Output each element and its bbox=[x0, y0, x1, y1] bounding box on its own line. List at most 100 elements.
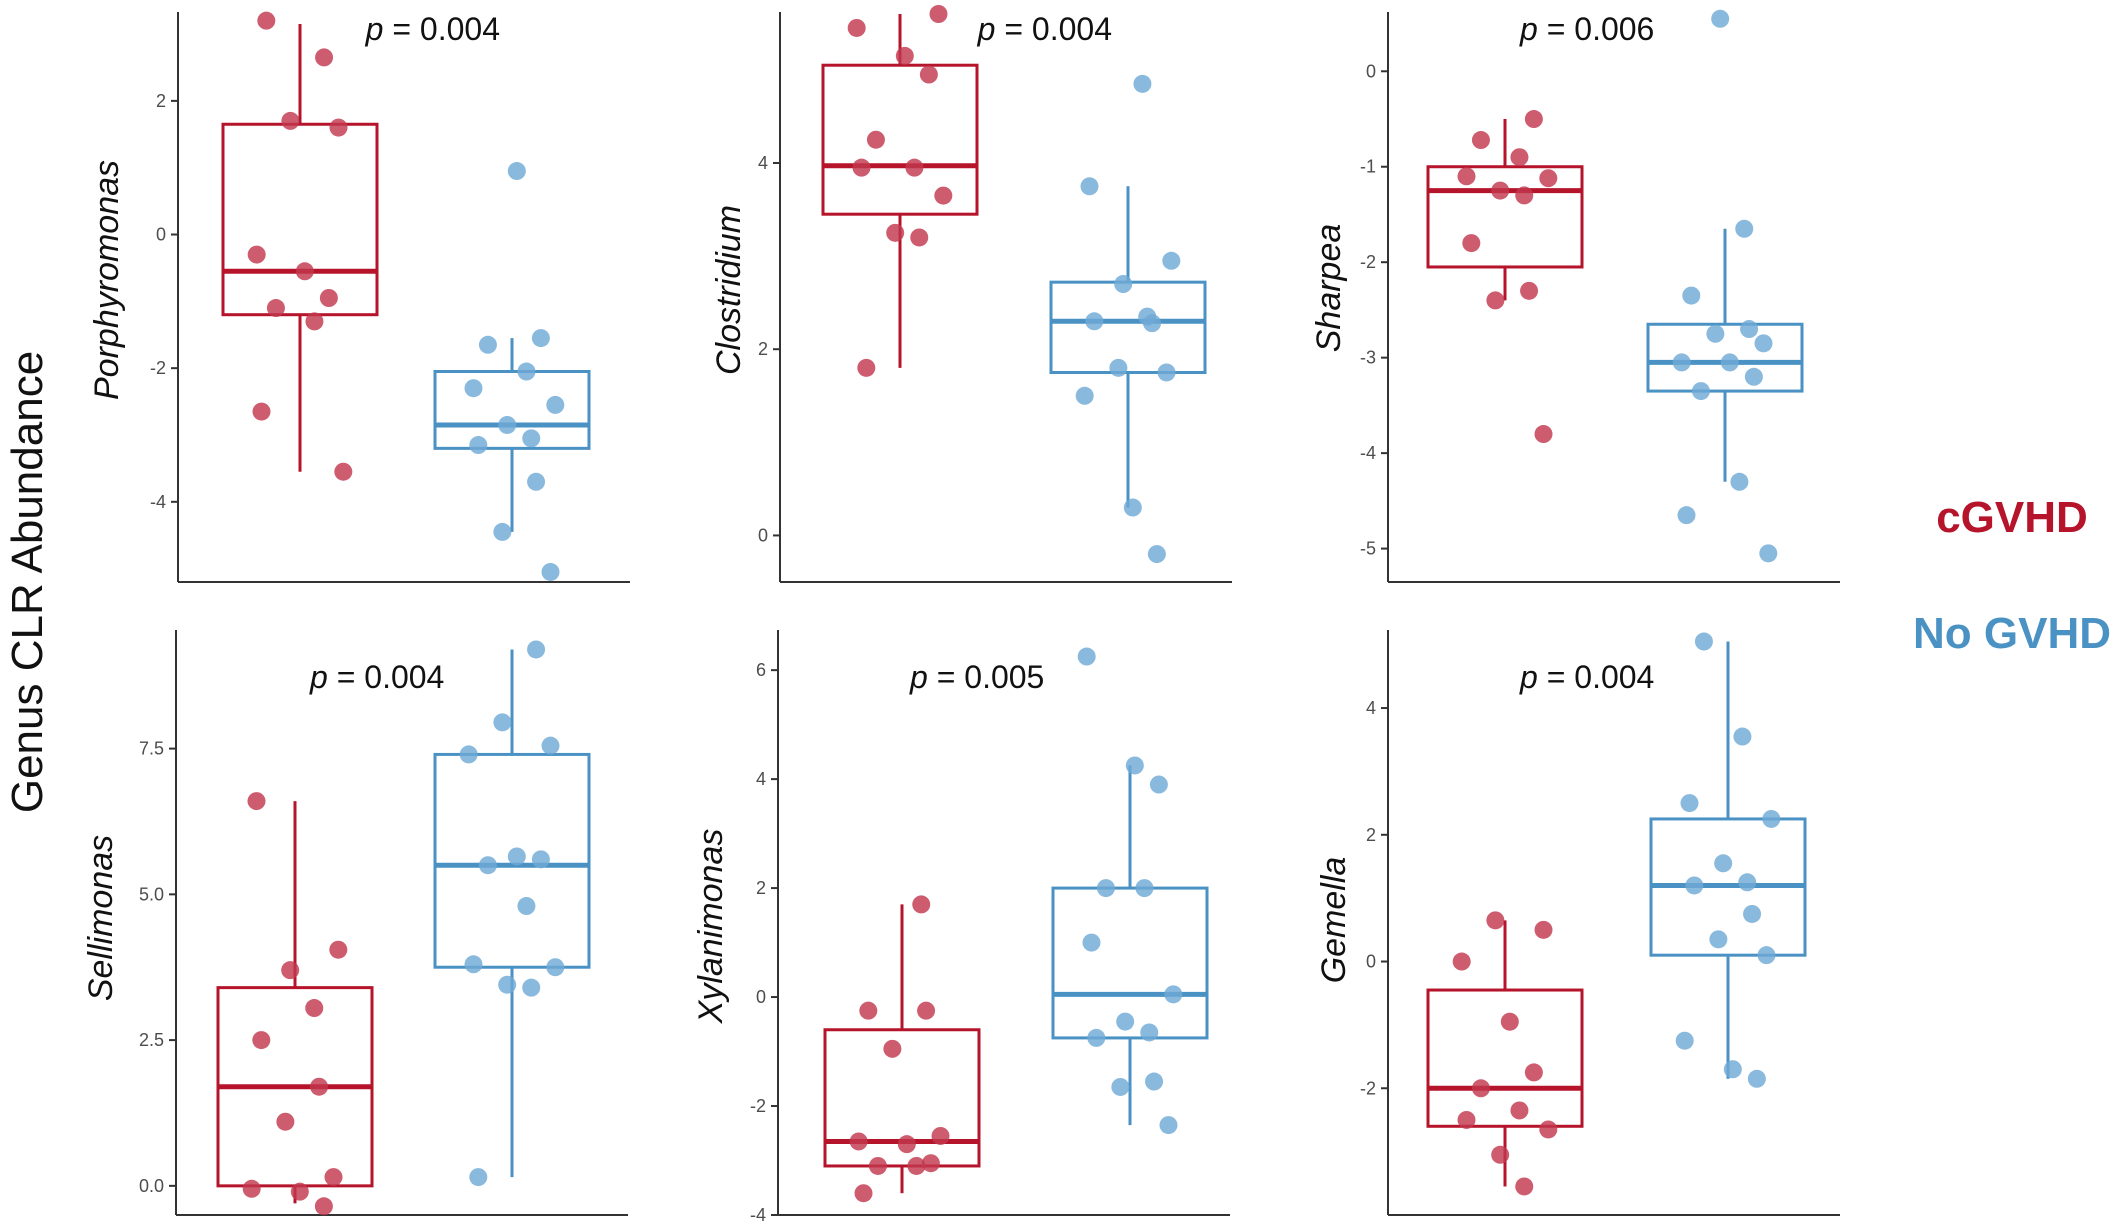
data-point bbox=[1754, 334, 1773, 353]
data-point bbox=[527, 472, 546, 491]
data-point bbox=[493, 522, 512, 541]
data-point bbox=[507, 847, 526, 866]
p-value-label: p = 0.004 bbox=[1519, 659, 1654, 695]
data-point bbox=[1524, 110, 1543, 129]
data-point bbox=[1109, 358, 1128, 377]
y-tick-label: 7.5 bbox=[139, 739, 164, 759]
data-point bbox=[1672, 353, 1691, 372]
group-no-gvhd bbox=[1646, 9, 1804, 563]
data-point bbox=[469, 1168, 488, 1187]
data-point bbox=[1720, 353, 1739, 372]
y-tick-label: 0 bbox=[1366, 61, 1376, 81]
box-iqr bbox=[823, 1028, 981, 1168]
group-no-gvhd bbox=[433, 640, 591, 1187]
data-point bbox=[1680, 794, 1699, 813]
y-tick-label: 2 bbox=[756, 878, 766, 898]
y-tick-label: -2 bbox=[1360, 1078, 1376, 1098]
data-point bbox=[1077, 647, 1096, 666]
data-point bbox=[1111, 1077, 1130, 1096]
genus-label: Clostridium bbox=[710, 205, 748, 375]
data-point bbox=[1515, 186, 1534, 205]
legend-no-gvhd: No GVHD bbox=[1913, 609, 2111, 658]
data-point bbox=[329, 940, 348, 959]
data-point bbox=[1114, 275, 1133, 294]
y-tick-label: 0.0 bbox=[139, 1176, 164, 1196]
data-point bbox=[257, 11, 276, 30]
data-point bbox=[1096, 879, 1115, 898]
data-point bbox=[247, 792, 266, 811]
p-value-label: p = 0.005 bbox=[909, 659, 1044, 695]
legend-cgvhd: cGVHD bbox=[1936, 493, 2088, 542]
data-point bbox=[266, 299, 285, 318]
data-point bbox=[1510, 148, 1529, 167]
data-point bbox=[1743, 904, 1762, 923]
data-point bbox=[527, 640, 546, 659]
data-point bbox=[912, 895, 931, 914]
y-tick-label: -4 bbox=[750, 1205, 766, 1225]
data-point bbox=[1520, 281, 1539, 300]
data-point bbox=[1747, 1069, 1766, 1088]
data-point bbox=[905, 158, 924, 177]
panel-sharpea: -5 -4 -3 -2 -1 0 Sharpea p = 0.006 bbox=[1310, 9, 1840, 583]
y-tick-label: 0 bbox=[1366, 952, 1376, 972]
data-point bbox=[854, 1184, 873, 1203]
data-point bbox=[252, 1031, 271, 1050]
data-point bbox=[546, 958, 565, 977]
data-point bbox=[478, 335, 497, 354]
data-point bbox=[1757, 946, 1776, 965]
y-tick-label: 0 bbox=[758, 525, 768, 545]
data-point bbox=[1733, 727, 1752, 746]
data-point bbox=[1709, 930, 1728, 949]
group-no-gvhd bbox=[1051, 647, 1209, 1135]
data-point bbox=[1123, 498, 1142, 517]
y-tick-label: 6 bbox=[756, 660, 766, 680]
y-tick-label: -2 bbox=[1360, 252, 1376, 272]
genus-label: Porphyromonas bbox=[88, 160, 126, 400]
data-point bbox=[329, 118, 348, 137]
data-point bbox=[907, 1156, 926, 1175]
group-cgvhd bbox=[1426, 110, 1584, 444]
panel-grid: -4 -2 0 2 Porphyromonas p = 0.004 0 2 4 Clostridi… bbox=[82, 5, 1840, 1225]
group-cgvhd bbox=[221, 11, 379, 481]
data-point bbox=[852, 158, 871, 177]
data-point bbox=[522, 429, 541, 448]
data-point bbox=[522, 978, 541, 997]
data-point bbox=[1714, 854, 1733, 873]
genus-label: Gemella bbox=[1315, 857, 1353, 984]
data-point bbox=[1080, 177, 1099, 196]
data-point bbox=[1075, 386, 1094, 405]
data-point bbox=[541, 736, 560, 755]
group-no-gvhd bbox=[433, 162, 591, 581]
data-point bbox=[1735, 219, 1754, 238]
group-cgvhd bbox=[823, 895, 981, 1203]
y-tick-label: -2 bbox=[150, 358, 166, 378]
data-point bbox=[1762, 809, 1781, 828]
data-point bbox=[541, 562, 560, 581]
data-point bbox=[910, 228, 929, 247]
data-point bbox=[517, 362, 536, 381]
data-point bbox=[314, 1197, 333, 1216]
data-point bbox=[1147, 545, 1166, 564]
data-point bbox=[1145, 1072, 1164, 1091]
data-point bbox=[934, 186, 953, 205]
data-point bbox=[1740, 320, 1759, 339]
box-iqr bbox=[433, 370, 591, 450]
data-point bbox=[517, 897, 536, 916]
genus-label: Sellimonas bbox=[82, 835, 120, 1001]
data-point bbox=[883, 1039, 902, 1058]
data-point bbox=[1162, 251, 1181, 270]
group-no-gvhd bbox=[1649, 632, 1807, 1088]
data-point bbox=[459, 745, 478, 764]
data-point bbox=[1539, 1120, 1558, 1139]
y-tick-label: 0 bbox=[156, 225, 166, 245]
box-iqr bbox=[221, 122, 379, 317]
y-tick-label: -2 bbox=[750, 1096, 766, 1116]
p-value-label: p = 0.004 bbox=[309, 659, 444, 695]
data-point bbox=[1082, 933, 1101, 952]
data-point bbox=[1457, 167, 1476, 186]
data-point bbox=[493, 713, 512, 732]
panel-clostridium: 0 2 4 Clostridium p = 0.004 bbox=[710, 5, 1232, 583]
data-point bbox=[469, 436, 488, 455]
data-point bbox=[1452, 952, 1471, 971]
